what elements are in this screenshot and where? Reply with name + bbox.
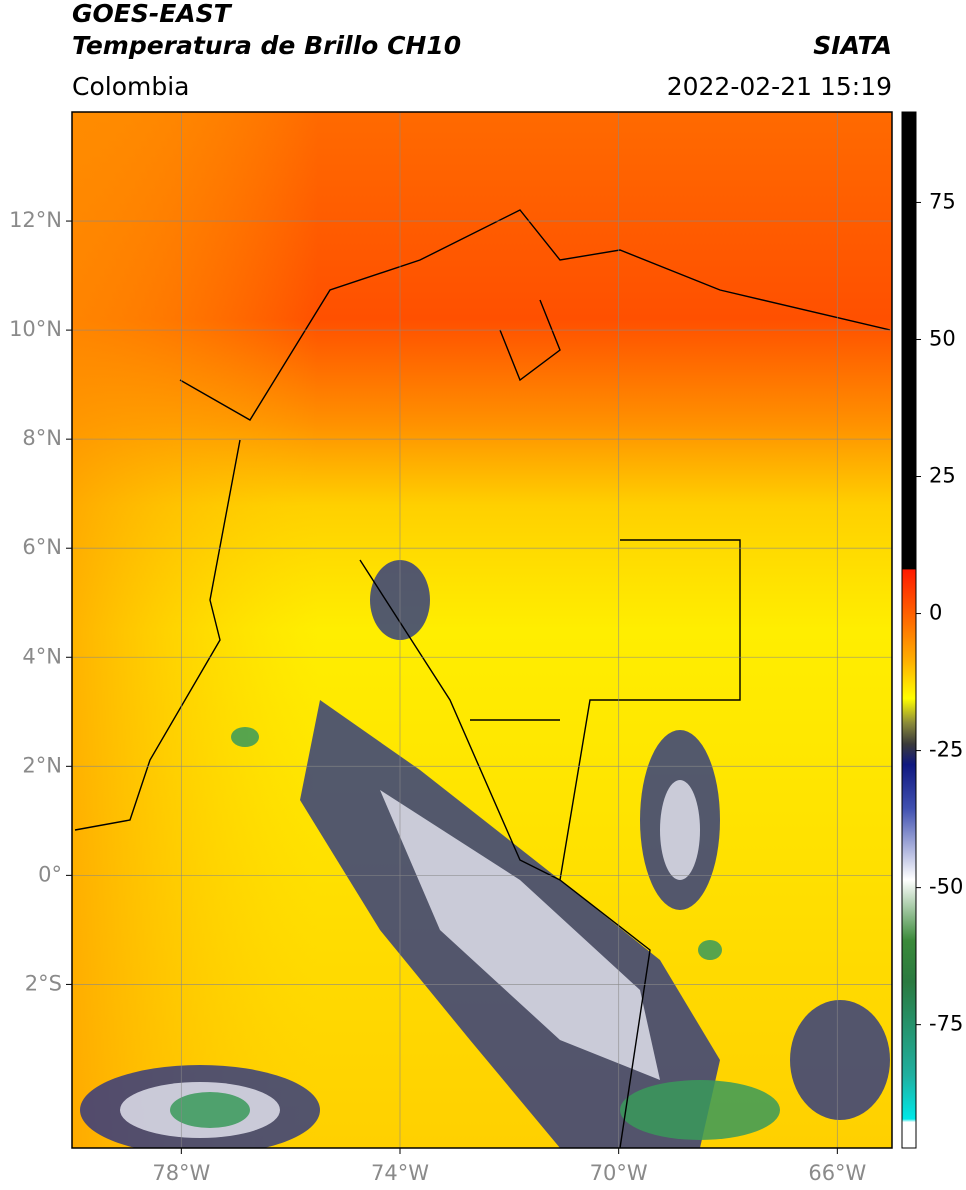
title: GOES-EAST xyxy=(72,0,233,28)
lon-tick-label: 74°W xyxy=(371,1161,429,1185)
colorbar-tick-label: 25 xyxy=(929,464,956,488)
lat-tick-label: 6°N xyxy=(22,535,62,559)
colorbar-tick-label: 0 xyxy=(929,601,942,625)
colorbar-tick-label: -75 xyxy=(929,1012,963,1036)
map-image xyxy=(72,112,892,1148)
lat-tick-label: 2°N xyxy=(22,753,62,777)
colorbar xyxy=(901,111,917,1149)
map-frame xyxy=(71,111,893,1149)
lat-tick-label: 4°N xyxy=(22,644,62,668)
lat-tick-label: 10°N xyxy=(9,317,62,341)
lon-tick-label: 66°W xyxy=(808,1161,866,1185)
colorbar-tick-label: -50 xyxy=(929,875,963,899)
lat-tick-label: 8°N xyxy=(22,426,62,450)
colorbar-tick-label: 50 xyxy=(929,326,956,350)
lon-tick-label: 78°W xyxy=(152,1161,210,1185)
lon-tick-label: 70°W xyxy=(590,1161,648,1185)
region: Colombia xyxy=(72,72,189,101)
colorbar-tick-label: -25 xyxy=(929,738,963,762)
timestamp: 2022-02-21 15:19 xyxy=(667,72,892,101)
subtitle: Temperatura de Brillo CH10 xyxy=(72,31,461,60)
colorbar-tick-label: 75 xyxy=(929,189,956,213)
lat-tick-label: 12°N xyxy=(9,208,62,232)
source: SIATA xyxy=(813,31,892,60)
lat-tick-label: 2°S xyxy=(25,971,62,995)
lat-tick-label: 0° xyxy=(38,862,62,886)
